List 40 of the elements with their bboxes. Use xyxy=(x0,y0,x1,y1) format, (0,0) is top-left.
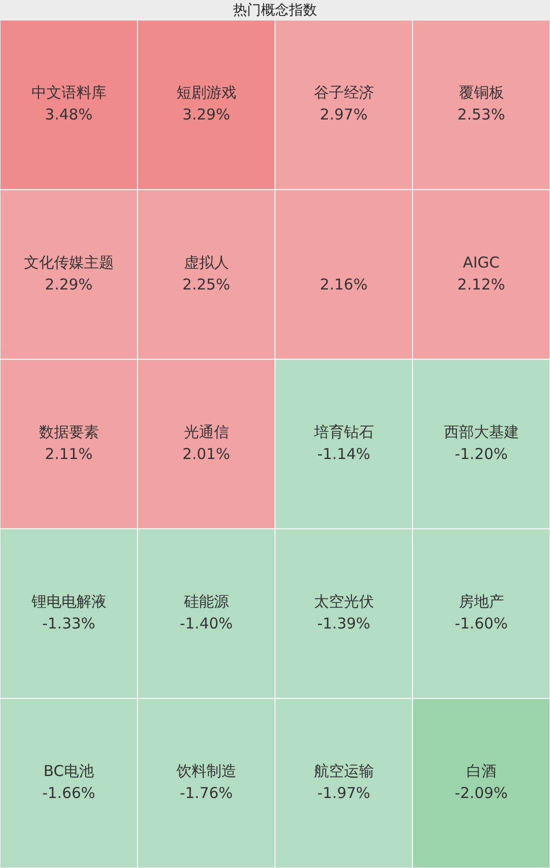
category-label: 白酒 xyxy=(466,762,496,780)
data-label: 2.16% xyxy=(320,275,368,294)
data-label: 2.12% xyxy=(457,275,506,294)
data-label: 2.97% xyxy=(320,106,368,124)
category-label: 培育钻石 xyxy=(312,422,374,441)
category-label: 中文语料库 xyxy=(31,84,106,102)
category-label: 数据要素 xyxy=(38,422,99,441)
category-label: 太空光伏 xyxy=(314,592,374,610)
category-label: 覆铜板 xyxy=(458,84,504,102)
data-label: 3.29% xyxy=(182,106,230,124)
data-label: -1.33% xyxy=(42,614,96,632)
data-label: -1.39% xyxy=(317,614,370,632)
category-label: 航空运输 xyxy=(314,762,374,780)
category-label: 虚拟人 xyxy=(184,253,229,272)
category-label: 饮料制造 xyxy=(175,762,236,780)
category-label: AIGC xyxy=(462,253,500,272)
text: 热门概念指数 xyxy=(233,2,317,19)
category-label: 文化传媒主题 xyxy=(24,253,114,272)
data-label: 3.48% xyxy=(44,106,93,124)
data-label: -1.60% xyxy=(454,614,508,632)
data-label: -1.14% xyxy=(317,444,370,463)
data-label: 2.01% xyxy=(182,444,230,463)
data-label: -1.20% xyxy=(454,444,508,463)
category-label: 锂电电解液 xyxy=(30,592,106,610)
data-label: -1.76% xyxy=(180,784,233,802)
data-label: -1.40% xyxy=(180,614,233,632)
category-label: 光通信 xyxy=(184,422,229,441)
data-label: 2.53% xyxy=(457,106,506,124)
category-label: 谷子经济 xyxy=(314,84,374,102)
category-label: 西部大基建 xyxy=(444,422,519,441)
data-label: 2.29% xyxy=(44,275,93,294)
data-label: -1.97% xyxy=(317,784,370,802)
category-label: BC电池 xyxy=(43,762,94,780)
category-label: 房地产 xyxy=(458,592,504,610)
data-label: -1.66% xyxy=(42,784,96,802)
category-label: 短剧游戏 xyxy=(176,84,236,102)
data-label: -2.09% xyxy=(454,784,508,802)
data-label: 2.11% xyxy=(44,444,93,463)
category-label: 硅能源 xyxy=(182,592,229,610)
data-label: 2.25% xyxy=(182,275,230,294)
